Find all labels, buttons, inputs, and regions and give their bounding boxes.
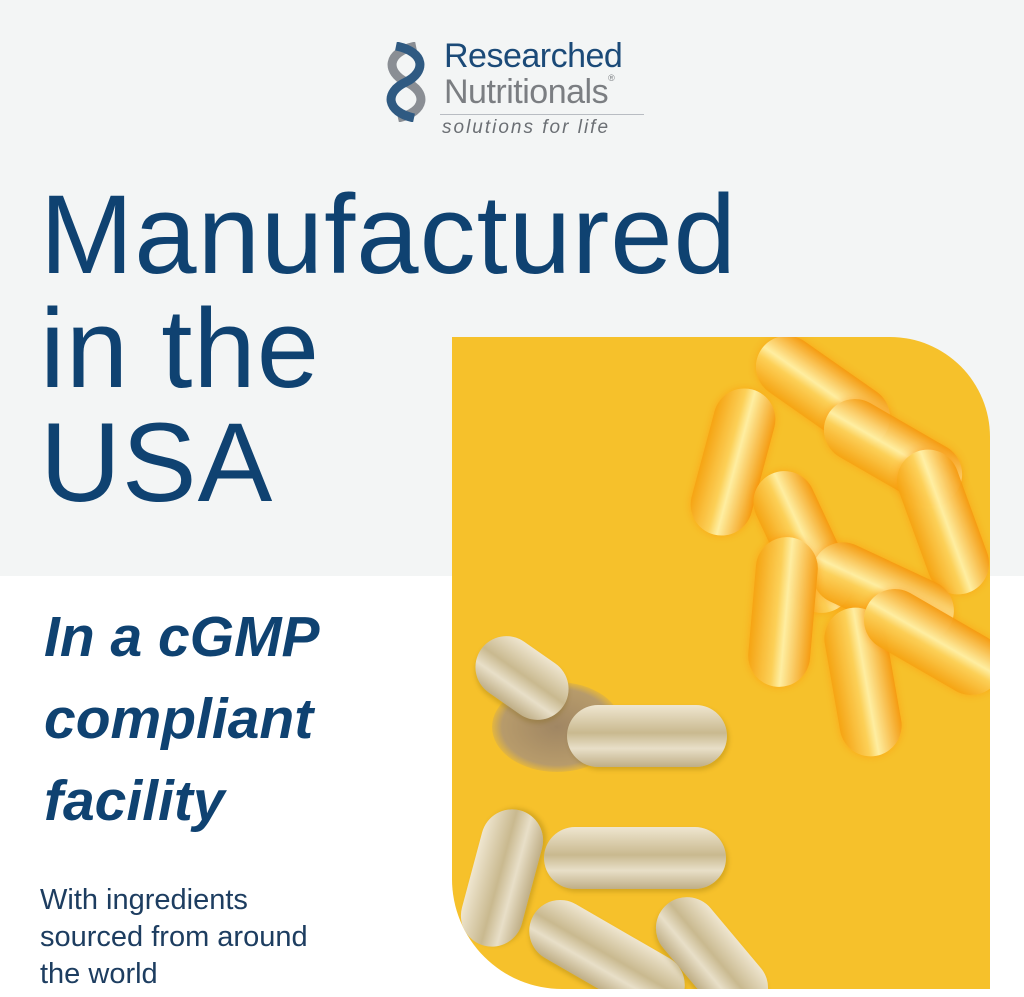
headline: Manufactured in the USA <box>40 178 737 520</box>
subheadline-line: compliant <box>44 687 314 751</box>
logo-line-2: Nutritionals® <box>444 73 615 111</box>
brand-logo: Researched Nutritionals® solutions for l… <box>376 38 656 148</box>
logo-line-1: Researched <box>444 37 623 75</box>
headline-line: in the <box>40 286 320 411</box>
supplement-capsules-photo <box>452 337 990 989</box>
dna-helix-icon <box>386 42 426 122</box>
body-text: With ingredients sourced from around the… <box>40 882 308 993</box>
softgel <box>745 534 821 690</box>
body-line: the world <box>40 958 158 990</box>
subheadline: In a cGMP compliant facility <box>44 596 320 842</box>
logo-tagline: solutions for life <box>442 117 611 138</box>
body-line: With ingredients <box>40 884 248 916</box>
registered-mark: ® <box>608 73 615 83</box>
body-line: sourced from around <box>40 921 308 953</box>
headline-line: USA <box>40 400 274 525</box>
headline-line: Manufactured <box>40 172 737 297</box>
subheadline-line: In a cGMP <box>44 605 320 669</box>
logo-line-2-text: Nutritionals <box>444 73 609 111</box>
subheadline-line: facility <box>44 769 225 833</box>
capsule <box>567 705 727 767</box>
logo-divider <box>440 114 644 115</box>
capsule <box>544 827 726 889</box>
